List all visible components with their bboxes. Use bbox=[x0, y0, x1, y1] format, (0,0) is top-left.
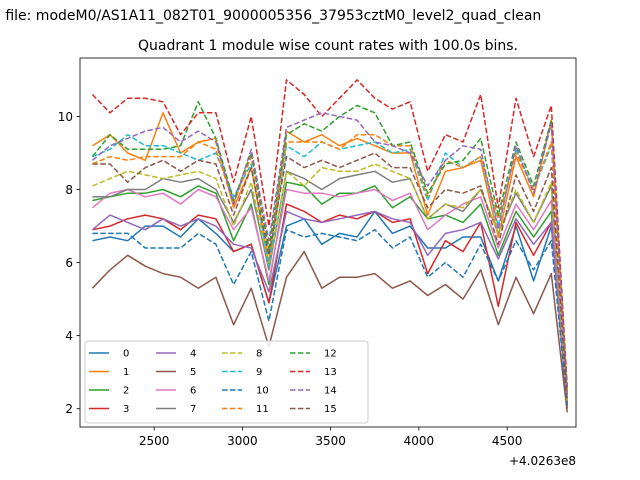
legend-label-6: 6 bbox=[190, 386, 196, 397]
legend-label-12: 12 bbox=[324, 349, 337, 360]
legend-box bbox=[84, 340, 369, 424]
series-line-4 bbox=[91, 210, 568, 409]
series-line-13 bbox=[91, 79, 568, 387]
legend-label-11: 11 bbox=[256, 404, 269, 415]
y-tick-label: 10 bbox=[58, 110, 73, 124]
legend-label-15: 15 bbox=[324, 404, 337, 415]
series-line-3 bbox=[92, 203, 568, 406]
y-tick-label: 4 bbox=[65, 329, 73, 343]
series-line-12 bbox=[91, 101, 568, 391]
series-line-8 bbox=[92, 163, 568, 402]
y-tick-label: 8 bbox=[65, 183, 73, 197]
legend-label-3: 3 bbox=[123, 404, 129, 415]
series-layer bbox=[91, 79, 568, 413]
series-line-5 bbox=[91, 250, 568, 413]
series-line-15 bbox=[92, 152, 568, 402]
x-tick-label: 3500 bbox=[315, 434, 346, 448]
legend-label-7: 7 bbox=[190, 404, 196, 415]
x-tick-label: 4000 bbox=[404, 434, 435, 448]
legend-label-10: 10 bbox=[256, 386, 269, 397]
chart-title: Quadrant 1 module wise count rates with … bbox=[138, 38, 518, 54]
legend-label-4: 4 bbox=[190, 349, 196, 360]
series-line-11 bbox=[92, 133, 568, 395]
x-tick-label: 3000 bbox=[227, 434, 258, 448]
legend-label-13: 13 bbox=[324, 367, 337, 378]
file-title: n file: modeM0/AS1A11_082T01_9000005356_… bbox=[0, 8, 541, 24]
y-tick-label: 2 bbox=[65, 402, 73, 416]
x-tick-label: 2500 bbox=[139, 434, 170, 448]
legend-label-0: 0 bbox=[123, 349, 129, 360]
series-line-14 bbox=[91, 112, 568, 395]
x-offset-label: +4.0263e8 bbox=[509, 454, 576, 468]
x-tick-label: 4500 bbox=[492, 434, 523, 448]
legend-label-8: 8 bbox=[256, 349, 262, 360]
legend-label-14: 14 bbox=[324, 386, 337, 397]
legend-label-2: 2 bbox=[123, 386, 129, 397]
series-line-7 bbox=[92, 170, 568, 406]
legend-label-9: 9 bbox=[256, 367, 262, 378]
legend-label-5: 5 bbox=[190, 367, 196, 378]
series-line-0 bbox=[92, 210, 568, 402]
y-tick-label: 6 bbox=[65, 256, 73, 270]
series-line-2 bbox=[92, 181, 568, 409]
series-line-6 bbox=[91, 188, 568, 406]
series-line-10 bbox=[92, 228, 568, 406]
legend-label-1: 1 bbox=[123, 367, 129, 378]
axes-frame bbox=[79, 57, 577, 428]
series-line-1 bbox=[92, 112, 568, 391]
